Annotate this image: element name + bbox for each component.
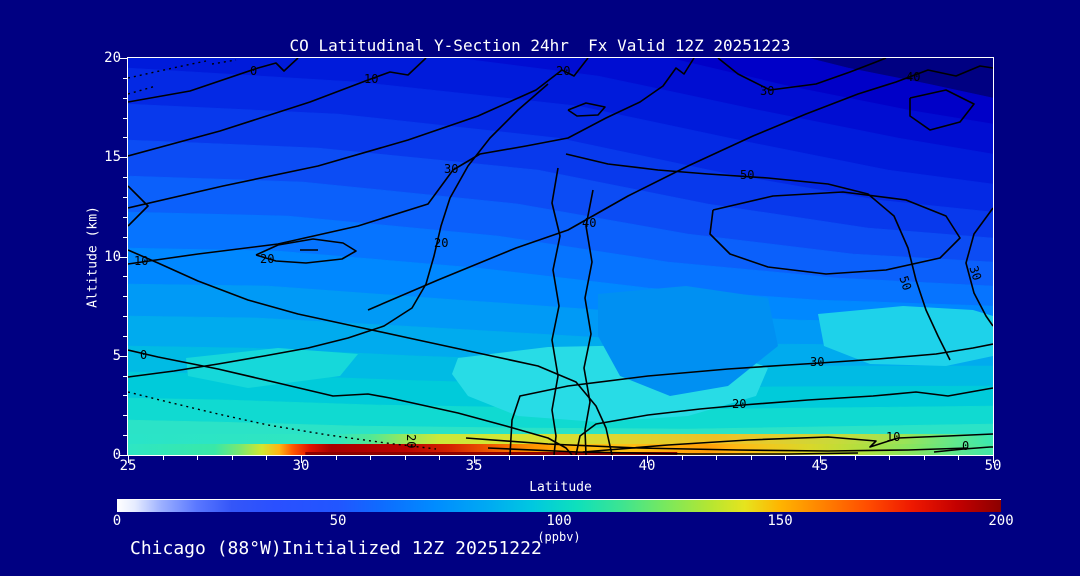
axis-tick [647,456,648,463]
contour-plot-svg: 0 10 20 30 40 30 40 50 20 10 20 50 30 0 30 20 20 10 0 [128,58,993,455]
contour-label: 10 [134,254,148,268]
axis-tick [123,296,127,297]
axis-tick [405,456,406,460]
axis-tick [120,157,127,158]
contour-label: 0 [250,64,257,78]
axis-tick [855,456,856,460]
x-axis-title: Latitude [529,480,592,495]
axis-tick [578,456,579,460]
axis-tick [120,58,127,59]
contour-label: 20 [556,64,570,78]
axis-tick [120,257,127,258]
axis-tick [123,395,127,396]
x-tick-label: 45 [811,458,829,474]
x-tick-label: 30 [292,458,310,474]
axis-tick [785,456,786,460]
axis-tick [128,456,129,463]
axis-tick [439,456,440,460]
axis-tick [924,456,925,460]
axis-tick [123,98,127,99]
axis-tick [820,456,821,463]
axis-tick [301,456,302,463]
colorbar-tick-label: 150 [767,513,793,529]
y-tick-label: 20 [104,50,121,66]
y-tick-label: 15 [104,149,121,166]
axis-tick [123,435,127,436]
contour-label: 20 [260,252,274,266]
contour-label: 20 [434,236,448,250]
axis-tick [197,456,198,460]
axis-tick [120,455,127,456]
axis-tick [993,456,994,463]
axis-tick [612,456,613,460]
colorbar-tick-label: 100 [546,513,572,529]
y-tick-label: 10 [104,248,121,265]
axis-tick [123,316,127,317]
axis-tick [509,456,510,460]
y-tick-label: 0 [112,447,121,463]
contour-label: 10 [364,72,378,86]
axis-tick [958,456,959,460]
colorbar-gradient [117,499,1001,512]
contour-label: 30 [444,162,458,176]
x-tick-label: 40 [638,458,656,474]
axis-tick [716,456,717,460]
axis-tick [682,456,683,460]
contour-label: 20 [404,434,418,448]
run-info-text: Chicago (88°W)Initialized 12Z 20251222 [130,538,542,559]
axis-tick [123,177,127,178]
axis-tick [123,237,127,238]
axis-tick [123,217,127,218]
axis-tick [123,336,127,337]
colorbar-tick-label: 0 [112,513,122,529]
axis-tick [163,456,164,460]
axis-tick [232,456,233,460]
x-tick-label: 25 [119,458,137,474]
x-tick-label: 50 [984,458,1002,474]
axis-tick [889,456,890,460]
axis-tick [123,137,127,138]
axis-tick [123,118,127,119]
chart-title: CO Latitudinal Y-Section 24hr Fx Valid 1… [289,36,791,55]
colorbar-tick-label: 50 [329,513,347,529]
contour-label: 20 [732,397,746,411]
y-tick-label: 5 [112,347,121,364]
axis-tick [120,356,127,357]
axis-tick [370,456,371,460]
axis-tick [123,197,127,198]
contour-label: 0 [962,439,969,453]
axis-tick [123,376,127,377]
axis-tick [474,456,475,463]
x-tick-label: 35 [465,458,483,474]
contour-label: 30 [966,264,984,282]
colorbar-tick-label: 200 [988,513,1014,529]
contour-label: 0 [140,348,147,362]
axis-tick [123,415,127,416]
axis-tick [751,456,752,460]
contour-label: 40 [582,216,596,230]
colorbar-units-label: (ppbv) [537,530,581,544]
axis-tick [336,456,337,460]
contour-label: 30 [810,355,824,369]
axis-tick [266,456,267,460]
axis-tick [123,276,127,277]
contour-label: 10 [886,430,900,444]
contour-label: 40 [906,70,920,84]
contour-label: 30 [760,84,774,98]
plot-area: 0 10 20 30 40 30 40 50 20 10 20 50 30 0 30 20 20 10 0 [127,57,994,456]
contour-label: 50 [740,168,754,182]
axis-tick [543,456,544,460]
axis-tick [123,78,127,79]
contour-label: 50 [896,274,914,292]
